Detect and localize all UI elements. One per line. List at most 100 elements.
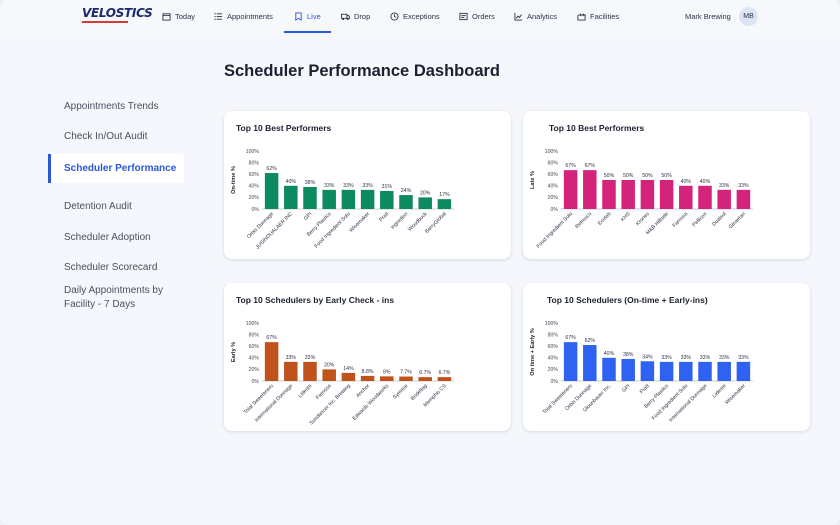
nav-analytics[interactable]: Analytics [514, 8, 557, 24]
nav-exceptions[interactable]: Exceptions [390, 8, 440, 24]
bar-chart: On time + Early %0%20%40%60%80%100%67%To… [530, 321, 753, 424]
data-label: 33% [719, 355, 730, 361]
bar [380, 191, 394, 209]
sidebar-item-scheduler-scorecard[interactable]: Scheduler Scorecard [64, 262, 158, 273]
logo: VELOSTICS [82, 6, 153, 20]
y-axis-label: On-time % [231, 166, 237, 194]
data-label: 50% [661, 173, 672, 179]
y-tick-label: 40% [249, 356, 260, 362]
y-tick-label: 20% [249, 367, 260, 373]
nav-today[interactable]: Today [162, 8, 195, 24]
nav-label: Drop [354, 11, 371, 21]
bar [659, 361, 674, 381]
truck-icon [341, 13, 350, 20]
x-tick-label: Pellicon [691, 211, 708, 228]
data-label: 33% [661, 355, 672, 361]
bar [602, 180, 616, 209]
y-tick-label: 80% [249, 332, 260, 338]
y-tick-label: 60% [548, 172, 559, 178]
data-label: 38% [623, 352, 634, 358]
orders-icon [459, 12, 468, 20]
data-label: 17% [439, 192, 450, 198]
x-tick-label: GPI [621, 383, 632, 394]
sidebar-item-daily-appointments[interactable]: Daily Appointments by Facility - 7 Days [64, 285, 163, 310]
sidebar-item-check-in-out-audit[interactable]: Check In/Out Audit [64, 131, 148, 142]
y-tick-label: 100% [246, 321, 260, 327]
bar [563, 170, 578, 209]
bar [437, 377, 452, 381]
y-tick-label: 60% [249, 344, 260, 350]
bar [640, 361, 655, 381]
data-label: 40% [286, 179, 297, 185]
sidebar-active-indicator [48, 154, 51, 183]
data-label: 24% [401, 188, 412, 194]
sidebar-item-scheduler-adoption[interactable]: Scheduler Adoption [64, 232, 151, 243]
y-tick-label: 100% [545, 321, 559, 327]
x-tick-label: Food Ingredient Solu [314, 211, 352, 249]
nav-label: Facilities [590, 11, 620, 21]
nav-drop[interactable]: Drop [341, 8, 370, 24]
data-label: 62% [585, 338, 596, 344]
data-label: 33% [719, 183, 730, 189]
data-label: 6.7% [438, 370, 450, 376]
sidebar-item-detention-audit[interactable]: Detention Audit [64, 201, 132, 212]
data-label: 20% [420, 190, 431, 196]
y-tick-label: 40% [249, 184, 260, 190]
nav-orders[interactable]: Orders [459, 8, 495, 24]
x-tick-label: Edwards Woodworks [352, 383, 391, 422]
bar [602, 357, 616, 381]
facility-icon [577, 13, 586, 21]
x-tick-label: Anchor [355, 383, 371, 399]
y-tick-label: 40% [548, 356, 559, 362]
y-tick-label: 0% [252, 207, 260, 213]
chart-card-early-checkins: Early % 0% 20% 40% 60% 80% 100% 67% Total Sweete… [224, 283, 511, 431]
bar [418, 377, 432, 381]
user-name[interactable]: Mark Brewing [685, 12, 731, 21]
bar [303, 186, 317, 209]
y-tick-label: 100% [545, 149, 559, 155]
data-label: 33% [738, 183, 749, 189]
nav-label: Analytics [527, 11, 558, 21]
data-label: 6.7% [419, 370, 431, 376]
x-tick-label: International Dunnage [254, 383, 294, 423]
bar [322, 189, 336, 209]
data-label: 38% [305, 180, 316, 186]
x-tick-label: Ecolab [597, 211, 613, 227]
data-label: 8.8% [362, 369, 374, 375]
data-label: 20% [324, 362, 335, 368]
nav-live[interactable]: Live [294, 8, 321, 24]
bar [341, 372, 356, 381]
bar [563, 342, 578, 381]
nav-appointments[interactable]: Appointments [214, 8, 273, 24]
bar [399, 376, 413, 381]
nav-label: Appointments [227, 11, 273, 21]
nav-facilities[interactable]: Facilities [577, 8, 619, 24]
bar [264, 342, 279, 381]
data-label: 67% [585, 163, 596, 169]
data-label: 62% [266, 166, 277, 172]
bookmark-icon [295, 11, 302, 21]
data-label: 40% [700, 179, 711, 185]
bar [284, 185, 298, 209]
data-label: 50% [623, 173, 634, 179]
avatar[interactable]: MB [739, 7, 758, 26]
bar [659, 180, 674, 209]
nav-label: Live [307, 11, 321, 21]
bar [698, 361, 712, 381]
logo-underline [82, 21, 128, 23]
top-nav: VELOSTICS Today Appointments Live Drop E… [0, 0, 840, 33]
bar [736, 189, 751, 209]
bar [399, 195, 413, 209]
data-label: 33% [324, 183, 335, 189]
sidebar-active-background [48, 154, 184, 183]
data-label: 40% [681, 179, 692, 185]
sidebar-item-scheduler-performance[interactable]: Scheduler Performance [64, 163, 177, 174]
data-label: 33% [286, 355, 297, 361]
x-tick-label: Bodeltag [410, 383, 429, 402]
x-tick-label: Farnosa [315, 383, 333, 401]
bar [284, 361, 298, 381]
y-tick-label: 0% [252, 379, 260, 385]
x-tick-label: Lidestri [712, 383, 728, 399]
sidebar-item-appointments-trends[interactable]: Appointments Trends [64, 101, 159, 112]
x-tick-label: Lidestri [297, 383, 313, 399]
